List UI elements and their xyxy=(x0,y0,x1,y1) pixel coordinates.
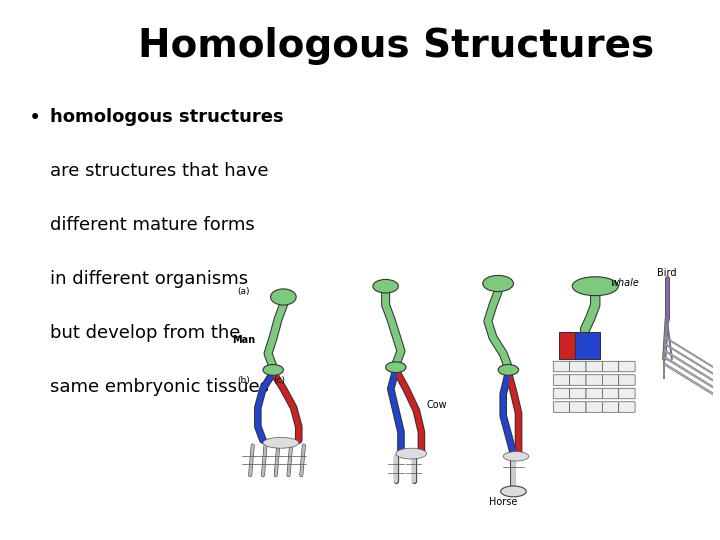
Ellipse shape xyxy=(572,276,618,295)
Text: Horse: Horse xyxy=(489,497,518,507)
Ellipse shape xyxy=(498,364,518,375)
FancyBboxPatch shape xyxy=(603,375,618,386)
Text: Man: Man xyxy=(233,335,256,345)
FancyBboxPatch shape xyxy=(618,361,635,372)
FancyBboxPatch shape xyxy=(603,388,618,399)
Ellipse shape xyxy=(386,362,406,373)
FancyBboxPatch shape xyxy=(618,375,635,386)
Ellipse shape xyxy=(263,437,299,448)
Ellipse shape xyxy=(263,364,284,375)
Text: •: • xyxy=(29,108,41,128)
Text: homologous structures: homologous structures xyxy=(50,108,284,126)
FancyBboxPatch shape xyxy=(618,388,635,399)
Text: whale: whale xyxy=(611,279,639,288)
FancyBboxPatch shape xyxy=(570,361,586,372)
Ellipse shape xyxy=(271,289,296,305)
FancyBboxPatch shape xyxy=(553,375,570,386)
Text: in different organisms: in different organisms xyxy=(50,270,248,288)
Text: but develop from the: but develop from the xyxy=(50,324,240,342)
FancyBboxPatch shape xyxy=(586,361,603,372)
Text: (c): (c) xyxy=(273,376,285,385)
FancyBboxPatch shape xyxy=(570,388,586,399)
Text: same embryonic tissues: same embryonic tissues xyxy=(50,378,269,396)
Text: Homologous Structures: Homologous Structures xyxy=(138,27,654,65)
Ellipse shape xyxy=(503,451,528,461)
FancyBboxPatch shape xyxy=(586,402,603,413)
Text: Cow: Cow xyxy=(426,400,447,410)
Ellipse shape xyxy=(500,486,526,497)
Ellipse shape xyxy=(373,280,398,293)
Text: different mature forms: different mature forms xyxy=(50,216,255,234)
FancyBboxPatch shape xyxy=(586,388,603,399)
FancyBboxPatch shape xyxy=(553,388,570,399)
Ellipse shape xyxy=(482,275,513,292)
FancyBboxPatch shape xyxy=(603,402,618,413)
Text: Bird: Bird xyxy=(657,268,677,278)
Polygon shape xyxy=(559,332,575,359)
FancyBboxPatch shape xyxy=(553,402,570,413)
Text: are structures that have: are structures that have xyxy=(50,162,269,180)
FancyBboxPatch shape xyxy=(570,402,586,413)
Text: (a): (a) xyxy=(238,287,250,296)
Ellipse shape xyxy=(396,448,426,459)
FancyBboxPatch shape xyxy=(570,375,586,386)
Polygon shape xyxy=(575,332,600,359)
FancyBboxPatch shape xyxy=(553,361,570,372)
Text: (b): (b) xyxy=(238,376,250,385)
FancyBboxPatch shape xyxy=(618,402,635,413)
FancyBboxPatch shape xyxy=(603,361,618,372)
FancyBboxPatch shape xyxy=(586,375,603,386)
